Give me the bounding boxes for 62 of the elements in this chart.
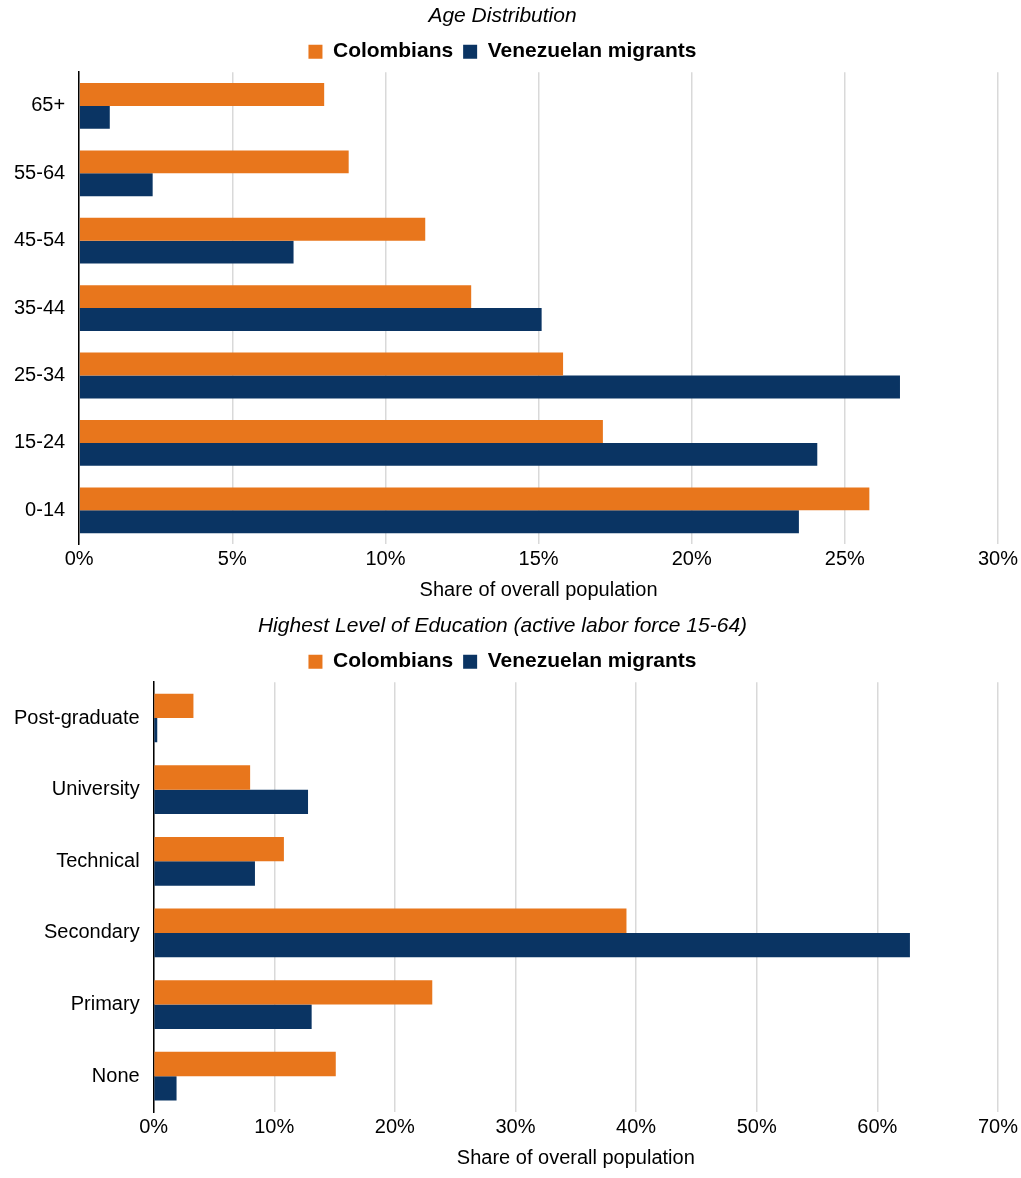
x-tick-label: 60% — [857, 1114, 898, 1137]
bar — [154, 1004, 312, 1029]
y-tick-label: 25-34 — [14, 363, 66, 386]
x-tick-label: 0% — [139, 1114, 169, 1137]
bar — [154, 836, 284, 862]
y-tick-label: 35-44 — [14, 295, 66, 318]
bar — [79, 375, 900, 399]
bar — [154, 693, 194, 719]
x-tick-label: 30% — [977, 546, 1019, 569]
chart-title: Highest Level of Education (active labor force 15-64) — [257, 613, 748, 637]
x-tick-label: 10% — [254, 1114, 295, 1137]
x-tick-label: 20% — [671, 546, 712, 569]
y-tick-label: 55-64 — [14, 160, 66, 183]
bar — [79, 285, 472, 309]
x-tick-label: 0% — [64, 546, 94, 569]
y-tick-label: Primary — [70, 992, 140, 1015]
y-tick-label: Technical — [56, 848, 140, 871]
x-tick-label: 20% — [374, 1114, 416, 1137]
legend-label: Colombians — [332, 648, 454, 672]
bar — [79, 150, 349, 174]
x-tick-label: 15% — [518, 546, 559, 569]
x-axis-title: Share of overall population — [419, 577, 658, 600]
x-tick-label: 25% — [824, 546, 866, 569]
bar — [79, 217, 426, 241]
y-tick-label: 65+ — [31, 93, 66, 116]
bar — [154, 718, 158, 743]
bar — [79, 419, 603, 443]
x-tick-label: 70% — [977, 1114, 1019, 1137]
bar — [154, 1051, 336, 1077]
y-tick-label: Post-graduate — [13, 705, 140, 728]
bar — [154, 1076, 177, 1101]
bar — [154, 908, 627, 933]
x-tick-label: 30% — [495, 1114, 536, 1137]
bar — [79, 352, 564, 376]
bar — [79, 510, 799, 534]
bar — [154, 765, 251, 790]
chart-title: Age Distribution — [426, 3, 577, 27]
x-tick-label: 10% — [365, 546, 406, 569]
x-axis-title: Share of overall population — [456, 1145, 695, 1168]
y-tick-label: 45-54 — [14, 228, 66, 251]
y-tick-label: None — [91, 1063, 140, 1086]
bar — [154, 861, 255, 886]
legend-label: Venezuelan migrants — [487, 38, 697, 62]
x-tick-label: 40% — [616, 1114, 657, 1137]
y-tick-label: Secondary — [44, 920, 140, 943]
bar — [79, 487, 870, 511]
legend-label: Colombians — [332, 38, 454, 62]
bar — [79, 105, 110, 129]
y-tick-label: 15-24 — [14, 430, 66, 453]
bar — [79, 173, 153, 197]
bar — [79, 442, 818, 466]
x-tick-label: 5% — [217, 546, 247, 569]
legend-label: Venezuelan migrants — [487, 648, 697, 672]
bar — [79, 308, 542, 332]
y-tick-label: University — [51, 777, 140, 800]
bar — [79, 82, 325, 106]
x-tick-label: 50% — [736, 1114, 777, 1137]
bar — [154, 980, 433, 1005]
bar — [154, 789, 309, 815]
bar — [154, 932, 910, 958]
bar — [79, 240, 294, 264]
y-tick-label: 0-14 — [25, 497, 66, 520]
